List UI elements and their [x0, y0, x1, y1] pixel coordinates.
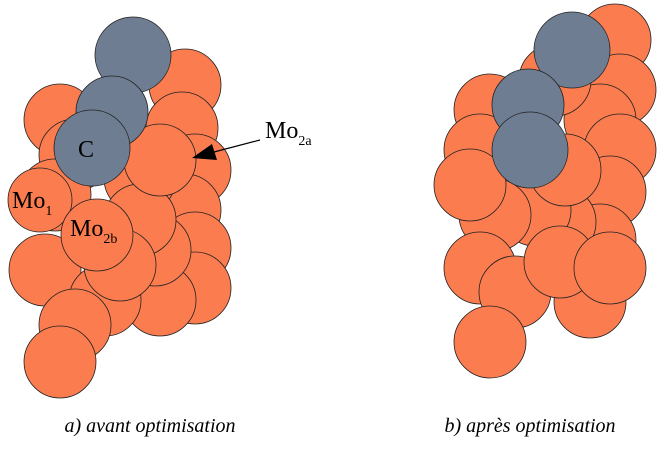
arrow-head	[192, 144, 217, 160]
atom-subscript: 1	[45, 204, 52, 219]
atom	[533, 11, 611, 89]
atom-label: Mo	[70, 216, 103, 242]
atom	[491, 111, 569, 189]
atom-label: Mo1	[12, 188, 52, 219]
caption: a) avant optimisation	[64, 415, 235, 437]
atom-label: Mo2a	[265, 118, 312, 149]
atom-label: Mo	[265, 118, 298, 144]
atom	[23, 325, 97, 399]
atom	[433, 148, 507, 222]
atom-subscript: 2b	[103, 232, 117, 247]
atom-label: Mo	[12, 188, 45, 214]
atom-subscript: 2a	[298, 134, 312, 149]
atom	[7, 167, 73, 233]
atom	[573, 231, 647, 305]
atom-label: C	[78, 137, 94, 163]
atoms	[7, 3, 657, 399]
caption: b) après optimisation	[444, 415, 615, 437]
atom-label: Mo2b	[70, 216, 117, 247]
atom	[53, 109, 131, 187]
arrow-line	[213, 139, 261, 153]
atom	[60, 198, 134, 272]
atom	[453, 305, 527, 379]
